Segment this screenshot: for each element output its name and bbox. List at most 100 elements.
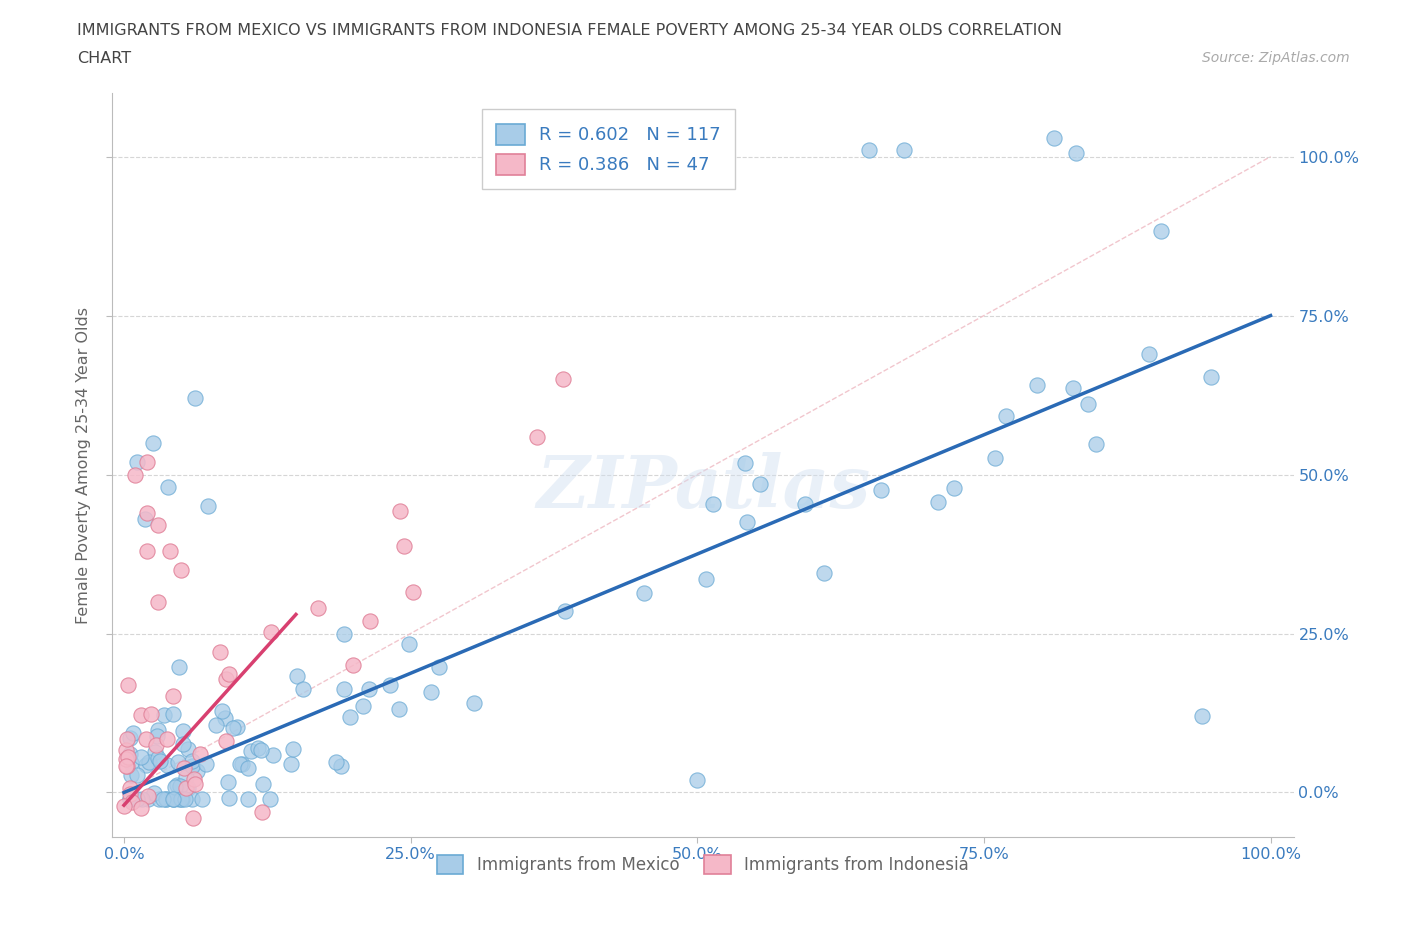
Point bbox=[260, 625, 283, 640]
Point bbox=[463, 696, 485, 711]
Point bbox=[162, 791, 184, 806]
Point bbox=[250, 804, 273, 819]
Point bbox=[252, 777, 274, 791]
Point bbox=[129, 750, 152, 764]
Point bbox=[281, 742, 304, 757]
Point bbox=[172, 724, 194, 739]
Point bbox=[226, 720, 249, 735]
Point bbox=[359, 613, 381, 628]
Point bbox=[869, 483, 891, 498]
Point bbox=[526, 430, 548, 445]
Point bbox=[118, 747, 141, 762]
Point bbox=[702, 497, 724, 512]
Point bbox=[236, 761, 259, 776]
Point bbox=[172, 737, 194, 751]
Point bbox=[191, 791, 214, 806]
Point bbox=[153, 708, 176, 723]
Point bbox=[142, 435, 165, 450]
Point bbox=[167, 660, 190, 675]
Point bbox=[135, 543, 157, 558]
Point bbox=[183, 771, 205, 786]
Point bbox=[218, 790, 240, 805]
Point bbox=[115, 731, 138, 746]
Point bbox=[280, 757, 302, 772]
Point bbox=[162, 688, 184, 703]
Point bbox=[291, 682, 314, 697]
Point bbox=[342, 658, 364, 672]
Point bbox=[181, 810, 204, 825]
Point bbox=[181, 753, 204, 768]
Point bbox=[112, 798, 135, 813]
Point bbox=[330, 758, 353, 773]
Point bbox=[893, 143, 915, 158]
Point bbox=[138, 754, 160, 769]
Point bbox=[402, 584, 425, 599]
Point bbox=[135, 455, 157, 470]
Point bbox=[181, 791, 204, 806]
Point bbox=[388, 504, 411, 519]
Point bbox=[238, 791, 260, 806]
Point bbox=[135, 731, 157, 746]
Point bbox=[170, 791, 193, 806]
Point bbox=[148, 791, 170, 806]
Point bbox=[1043, 130, 1066, 145]
Point bbox=[737, 515, 759, 530]
Point bbox=[174, 781, 197, 796]
Text: IMMIGRANTS FROM MEXICO VS IMMIGRANTS FROM INDONESIA FEMALE POVERTY AMONG 25-34 Y: IMMIGRANTS FROM MEXICO VS IMMIGRANTS FRO… bbox=[77, 23, 1063, 38]
Y-axis label: Female Poverty Among 25-34 Year Olds: Female Poverty Among 25-34 Year Olds bbox=[76, 307, 91, 623]
Point bbox=[183, 777, 205, 791]
Point bbox=[553, 372, 575, 387]
Point bbox=[695, 572, 717, 587]
Point bbox=[117, 750, 139, 764]
Point bbox=[333, 627, 356, 642]
Point bbox=[169, 778, 191, 793]
Point bbox=[352, 698, 374, 713]
Point bbox=[197, 498, 219, 513]
Point bbox=[136, 791, 159, 806]
Point bbox=[420, 684, 443, 699]
Point bbox=[942, 481, 965, 496]
Point bbox=[155, 791, 177, 806]
Point bbox=[142, 786, 165, 801]
Point bbox=[167, 754, 190, 769]
Point bbox=[359, 682, 381, 697]
Point bbox=[333, 681, 356, 696]
Point bbox=[120, 768, 142, 783]
Point bbox=[398, 637, 420, 652]
Point bbox=[1062, 380, 1084, 395]
Point bbox=[166, 777, 188, 792]
Point bbox=[162, 791, 184, 806]
Point bbox=[139, 707, 162, 722]
Point bbox=[135, 758, 157, 773]
Point bbox=[135, 505, 157, 520]
Point bbox=[285, 669, 308, 684]
Point bbox=[162, 707, 184, 722]
Point bbox=[1199, 370, 1222, 385]
Text: CHART: CHART bbox=[77, 51, 131, 66]
Point bbox=[734, 456, 756, 471]
Point bbox=[145, 729, 167, 744]
Point bbox=[388, 702, 411, 717]
Point bbox=[686, 772, 709, 787]
Point bbox=[156, 757, 179, 772]
Point bbox=[145, 737, 167, 752]
Point bbox=[174, 770, 197, 785]
Point bbox=[173, 761, 195, 776]
Point bbox=[167, 791, 190, 806]
Point bbox=[120, 756, 142, 771]
Point bbox=[195, 757, 218, 772]
Point bbox=[118, 787, 141, 802]
Point bbox=[1139, 347, 1161, 362]
Point bbox=[217, 775, 239, 790]
Point bbox=[184, 391, 207, 405]
Point bbox=[325, 755, 347, 770]
Point bbox=[118, 791, 141, 806]
Point bbox=[794, 497, 817, 512]
Point bbox=[124, 467, 146, 482]
Point bbox=[146, 751, 169, 765]
Point bbox=[143, 744, 166, 759]
Point bbox=[262, 748, 284, 763]
Point bbox=[218, 667, 240, 682]
Point bbox=[121, 794, 143, 809]
Point bbox=[633, 586, 655, 601]
